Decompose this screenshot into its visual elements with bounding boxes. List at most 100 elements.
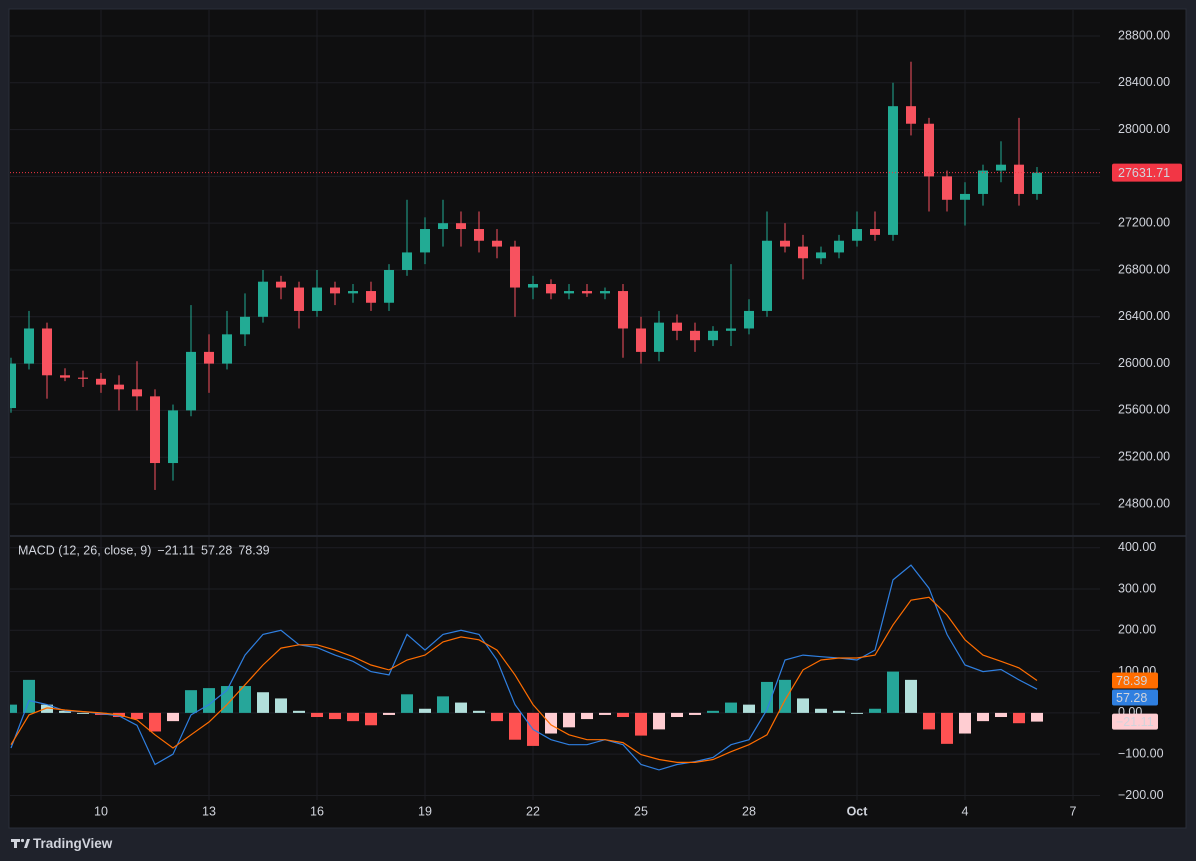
histogram-bar (923, 712, 936, 730)
indicator-header: −21.11 (157, 543, 195, 557)
histogram-bar (473, 710, 486, 713)
x-tick-label: 16 (310, 804, 324, 818)
candle-body (114, 384, 125, 390)
candle-body (996, 164, 1007, 171)
value-tag-label: −21.11 (1116, 715, 1154, 729)
indicator-header: MACD (12, 26, close, 9) (18, 543, 151, 557)
candle-body (852, 229, 863, 241)
candle-body (636, 328, 647, 352)
candle-body (888, 106, 899, 235)
histogram-bar (437, 696, 450, 713)
x-tick-label: 22 (526, 804, 540, 818)
candle-body (330, 287, 341, 294)
candle-body (186, 351, 197, 411)
candle-body (312, 287, 323, 311)
candle-body (96, 378, 107, 385)
candle-body (816, 252, 827, 259)
histogram-bar (833, 710, 846, 713)
candle-body (744, 310, 755, 329)
histogram-bar (257, 692, 270, 713)
histogram-bar (887, 671, 900, 713)
histogram-bar (959, 712, 972, 734)
value-tag-label: 78.39 (1116, 674, 1147, 688)
candle-body (384, 269, 395, 303)
histogram-bar (941, 712, 954, 744)
histogram-bar (509, 712, 522, 740)
y-tick-label: 25600.00 (1118, 403, 1170, 417)
histogram-bar (131, 712, 144, 720)
y-tick-label: −200.00 (1118, 788, 1164, 802)
candle-body (78, 377, 89, 379)
candle-body (456, 223, 467, 230)
logo-icon (24, 839, 30, 848)
histogram-bar (563, 712, 576, 728)
histogram-bar (239, 686, 252, 713)
candle-body (492, 240, 503, 247)
histogram-bar (491, 712, 504, 722)
candle-body (10, 363, 17, 409)
logo: TradingView (11, 836, 113, 851)
y-tick-label: 28800.00 (1118, 28, 1170, 42)
histogram-bar (59, 710, 72, 713)
histogram-bar (743, 704, 756, 713)
histogram-bar (185, 690, 198, 713)
candle-body (366, 291, 377, 303)
candle-body (582, 291, 593, 294)
price-tag-label: 27631.71 (1118, 166, 1170, 180)
y-tick-label: 26000.00 (1118, 356, 1170, 370)
histogram-bar (581, 712, 594, 720)
histogram-bar (977, 712, 990, 722)
candle-body (348, 291, 359, 294)
histogram-bar (365, 712, 378, 726)
candle-body (870, 229, 881, 235)
candle-body (960, 193, 971, 200)
histogram-bar (635, 712, 648, 736)
candle-body (672, 322, 683, 331)
x-tick-label: 19 (418, 804, 432, 818)
histogram-bar (725, 702, 738, 713)
y-tick-label: 26800.00 (1118, 262, 1170, 276)
logo-icon (14, 839, 17, 848)
histogram-bar (707, 710, 720, 713)
candle-body (24, 328, 35, 364)
histogram-bar (599, 712, 612, 715)
histogram-bar (1013, 712, 1026, 724)
histogram-bar (383, 712, 396, 715)
candle-body (60, 375, 71, 378)
candle-body (924, 123, 935, 177)
candle-body (438, 223, 449, 230)
histogram-bar (311, 712, 324, 718)
candle-body (690, 330, 701, 341)
histogram-bar (761, 681, 774, 713)
histogram-bar (167, 712, 180, 722)
histogram-bar (869, 708, 882, 713)
histogram-bar (77, 712, 90, 714)
candle-body (222, 334, 233, 364)
candle-body (42, 328, 53, 376)
price-tag (1112, 163, 1182, 182)
y-tick-label: 25200.00 (1118, 449, 1170, 463)
candle-body (204, 351, 215, 364)
histogram-bar (41, 704, 54, 713)
x-tick-label: 13 (202, 804, 216, 818)
histogram-bar (149, 712, 162, 732)
x-tick-label: 10 (94, 804, 108, 818)
histogram-bar (617, 712, 630, 718)
candle-body (510, 246, 521, 288)
histogram-bar (23, 679, 36, 713)
histogram-bar (1031, 712, 1044, 722)
x-tick-label: 28 (742, 804, 756, 818)
candle-body (564, 291, 575, 294)
histogram-bar (815, 708, 828, 713)
indicator-header: 57.28 (201, 543, 232, 557)
plot-area (10, 564, 1044, 771)
candle-body (834, 240, 845, 253)
candle-body (276, 281, 287, 288)
histogram-bar (293, 710, 306, 713)
candle-body (258, 281, 269, 317)
x-tick-label: 4 (962, 804, 969, 818)
histogram-bar (671, 712, 684, 718)
candle-body (942, 176, 953, 200)
